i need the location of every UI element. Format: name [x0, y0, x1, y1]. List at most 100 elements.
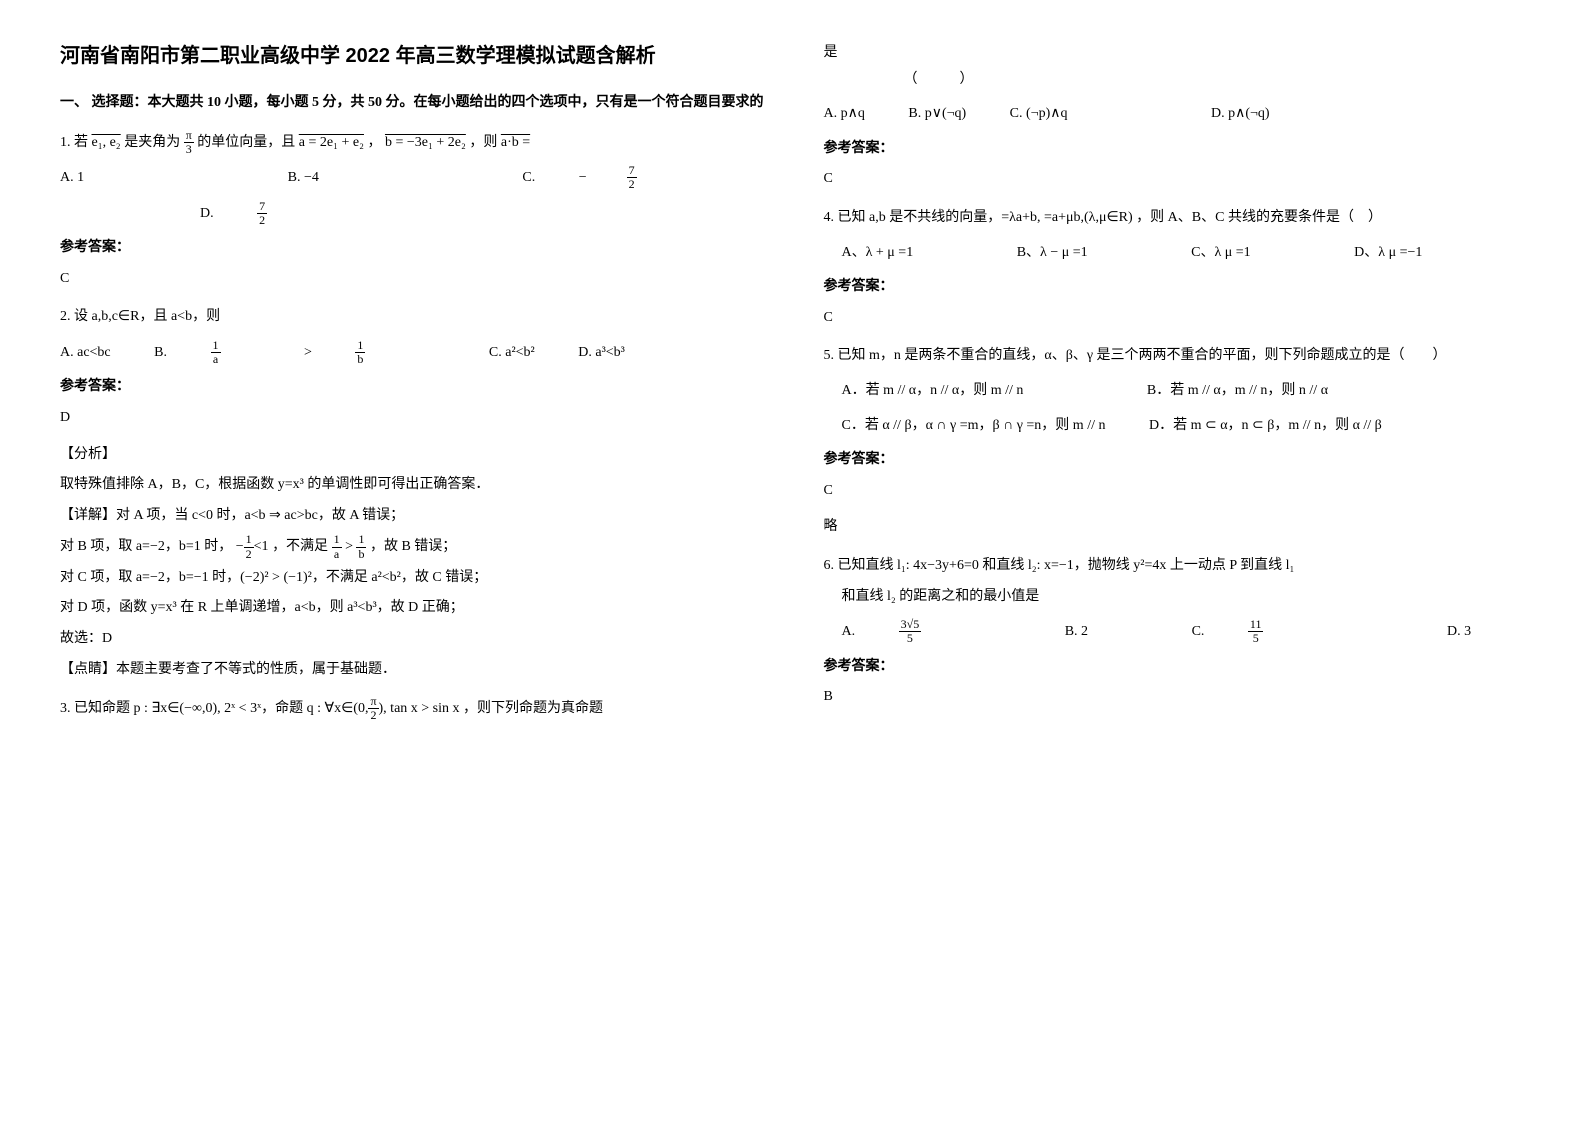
q6-stem-a: 6. 已知直线 l₁: 4x−3y+6=0 和直线 l₂: x=−1，抛物线 y… — [824, 553, 1528, 580]
text: ，故 B 错误； — [370, 539, 456, 554]
label: C. — [1192, 619, 1205, 646]
q3-optC: C. (¬p)∧q — [1010, 101, 1068, 128]
num: 7 — [627, 164, 637, 178]
den: a — [332, 548, 342, 561]
text: 是夹角为 — [124, 135, 180, 150]
label: B. — [154, 340, 167, 367]
q3-optB: B. p∨(¬q) — [908, 101, 966, 128]
q6-optD: D. 3 — [1447, 619, 1471, 646]
q2-stem: 2. 设 a,b,c∈R，且 a<b，则 — [60, 304, 764, 331]
frac-pi2: π2 — [368, 695, 378, 722]
q5-ans-label: 参考答案： — [824, 447, 1528, 474]
q5-optC: C．若 α // β，α ∩ γ =m，β ∩ γ =n，则 m // n — [842, 413, 1106, 440]
num: π — [368, 695, 378, 709]
text: 3. 已知命题 p : ∃x∈(−∞,0), 2ˣ < 3ˣ，命题 — [60, 701, 303, 716]
q1-options-row2: D. 72 — [60, 200, 764, 228]
frac: 115 — [1248, 618, 1304, 645]
q3-ans-label: 参考答案： — [824, 136, 1528, 163]
expr-b: b = −3e₁ + 2e₂ — [385, 135, 466, 150]
q5-options-row2: C．若 α // β，α ∩ γ =m，β ∩ γ =n，则 m // n D．… — [824, 413, 1528, 440]
num: 1 — [244, 533, 254, 547]
q5-optD: D．若 m ⊂ α，n ⊂ β，m // n，则 α // β — [1149, 413, 1382, 440]
frac1: 12 — [244, 533, 254, 560]
num: π — [184, 129, 194, 143]
den: b — [356, 548, 366, 561]
frac-r: 1b — [355, 339, 405, 366]
frac: 3√55 — [899, 618, 962, 645]
q2-lineD: 对 D 项，函数 y=x³ 在 R 上单调递增，a<b，则 a³<b³，故 D … — [60, 595, 764, 622]
q2-detail-h: 【详解】对 A 项，当 c<0 时，a<b ⇒ ac>bc，故 A 错误； — [60, 503, 764, 530]
q2-optC: C. a²<b² — [489, 340, 535, 367]
q2-analysis-h: 【分析】 — [60, 442, 764, 469]
section-1-heading: 一、 选择题：本大题共 10 小题，每小题 5 分，共 50 分。在每小题给出的… — [60, 90, 764, 117]
q2-line1: 取特殊值排除 A，B，C，根据函数 y=x³ 的单调性即可得出正确答案． — [60, 472, 764, 499]
q3-cont: 是 — [824, 40, 1528, 67]
q2-lineE: 故选：D — [60, 626, 764, 653]
q6-stem-b: 和直线 l₂ 的距离之和的最小值是 — [824, 584, 1528, 611]
den: 2 — [368, 709, 378, 722]
num: 1 — [332, 533, 342, 547]
num: 1 — [355, 339, 365, 353]
q1-stem: 1. 若 e₁, e₂ 是夹角为 π 3 的单位向量，且 a = 2e₁ + e… — [60, 129, 764, 157]
frac: 72 — [627, 164, 677, 191]
q3-optD: D. p∧(¬q) — [1211, 101, 1270, 128]
q5-optA: A．若 m // α，n // α，则 m // n — [842, 378, 1024, 405]
den: 5 — [1248, 632, 1264, 645]
q3-optA: A. p∧q — [824, 101, 865, 128]
text: ，则 — [469, 135, 497, 150]
q2-options: A. ac<bc B. 1a > 1b C. a²<b² D. a³<b³ — [60, 339, 764, 367]
text: ，不满足 — [272, 539, 328, 554]
q4-optB: B、λ − μ =1 — [1017, 240, 1088, 267]
q5-ans: C — [824, 478, 1528, 505]
text: 对 B 项，取 a=−2，b=1 时， — [60, 539, 232, 554]
q2-optA: A. ac<bc — [60, 340, 111, 367]
gt: > — [345, 539, 353, 554]
q1-ans: C — [60, 266, 764, 293]
q4-options: A、λ + μ =1 B、λ − μ =1 C、λ μ =1 D、λ μ =−1 — [824, 240, 1528, 267]
num: 3√5 — [899, 618, 922, 632]
q2-lineB: 对 B 项，取 a=−2，b=1 时， −12<1 ，不满足 1a > 1b ，… — [60, 533, 764, 561]
num: 7 — [257, 200, 267, 214]
q1-optB: B. −4 — [288, 165, 319, 192]
q1-optD: D. 72 — [200, 200, 347, 228]
den: 2 — [244, 548, 254, 561]
q6-optB: B. 2 — [1065, 619, 1088, 646]
expr-ab: a·b = — [501, 135, 530, 150]
q6-optA: A. 3√55 — [842, 618, 1002, 646]
lt: <1 — [254, 539, 269, 554]
q4-optD: D、λ μ =−1 — [1354, 240, 1422, 267]
q4-ans: C — [824, 305, 1528, 332]
frac: 72 — [257, 200, 307, 227]
left-column: 河南省南阳市第二职业高级中学 2022 年高三数学理模拟试题含解析 一、 选择题… — [60, 40, 764, 1082]
num: 1 — [211, 339, 221, 353]
frac-pi-3: π 3 — [184, 129, 194, 156]
q3-stem: 3. 已知命题 p : ∃x∈(−∞,0), 2ˣ < 3ˣ，命题 q : ∀x… — [60, 695, 764, 723]
text: ， — [367, 135, 381, 150]
text: 1. 若 — [60, 135, 88, 150]
q6-optC: C. 115 — [1192, 618, 1344, 646]
q2-ans: D — [60, 405, 764, 432]
den: 2 — [257, 214, 267, 227]
text: 的单位向量，且 — [197, 135, 295, 150]
q-expr-b: ), tan x > sin x — [379, 701, 460, 716]
frac3: 1b — [356, 533, 366, 560]
sign: − — [236, 539, 244, 554]
den: a — [211, 353, 221, 366]
q6-options: A. 3√55 B. 2 C. 115 D. 3 — [824, 618, 1528, 646]
q5-extra: 略 — [824, 514, 1528, 541]
q3-paren: （ ） — [824, 67, 1528, 94]
q2-optB: B. 1a > 1b — [154, 339, 445, 367]
q2-optD: D. a³<b³ — [578, 340, 625, 367]
q4-optA: A、λ + μ =1 — [842, 240, 914, 267]
gt: > — [304, 340, 312, 367]
q5-optB: B．若 m // α，m // n，则 n // α — [1147, 378, 1328, 405]
den: b — [355, 353, 365, 366]
doc-title: 河南省南阳市第二职业高级中学 2022 年高三数学理模拟试题含解析 — [60, 40, 764, 72]
q6-ans: B — [824, 684, 1528, 711]
den: 2 — [627, 178, 637, 191]
q3-ans: C — [824, 166, 1528, 193]
q2-ans-label: 参考答案： — [60, 374, 764, 401]
expr-a: a = 2e₁ + e₂ — [299, 135, 364, 150]
q6-ans-label: 参考答案： — [824, 654, 1528, 681]
q1-ans-label: 参考答案： — [60, 235, 764, 262]
